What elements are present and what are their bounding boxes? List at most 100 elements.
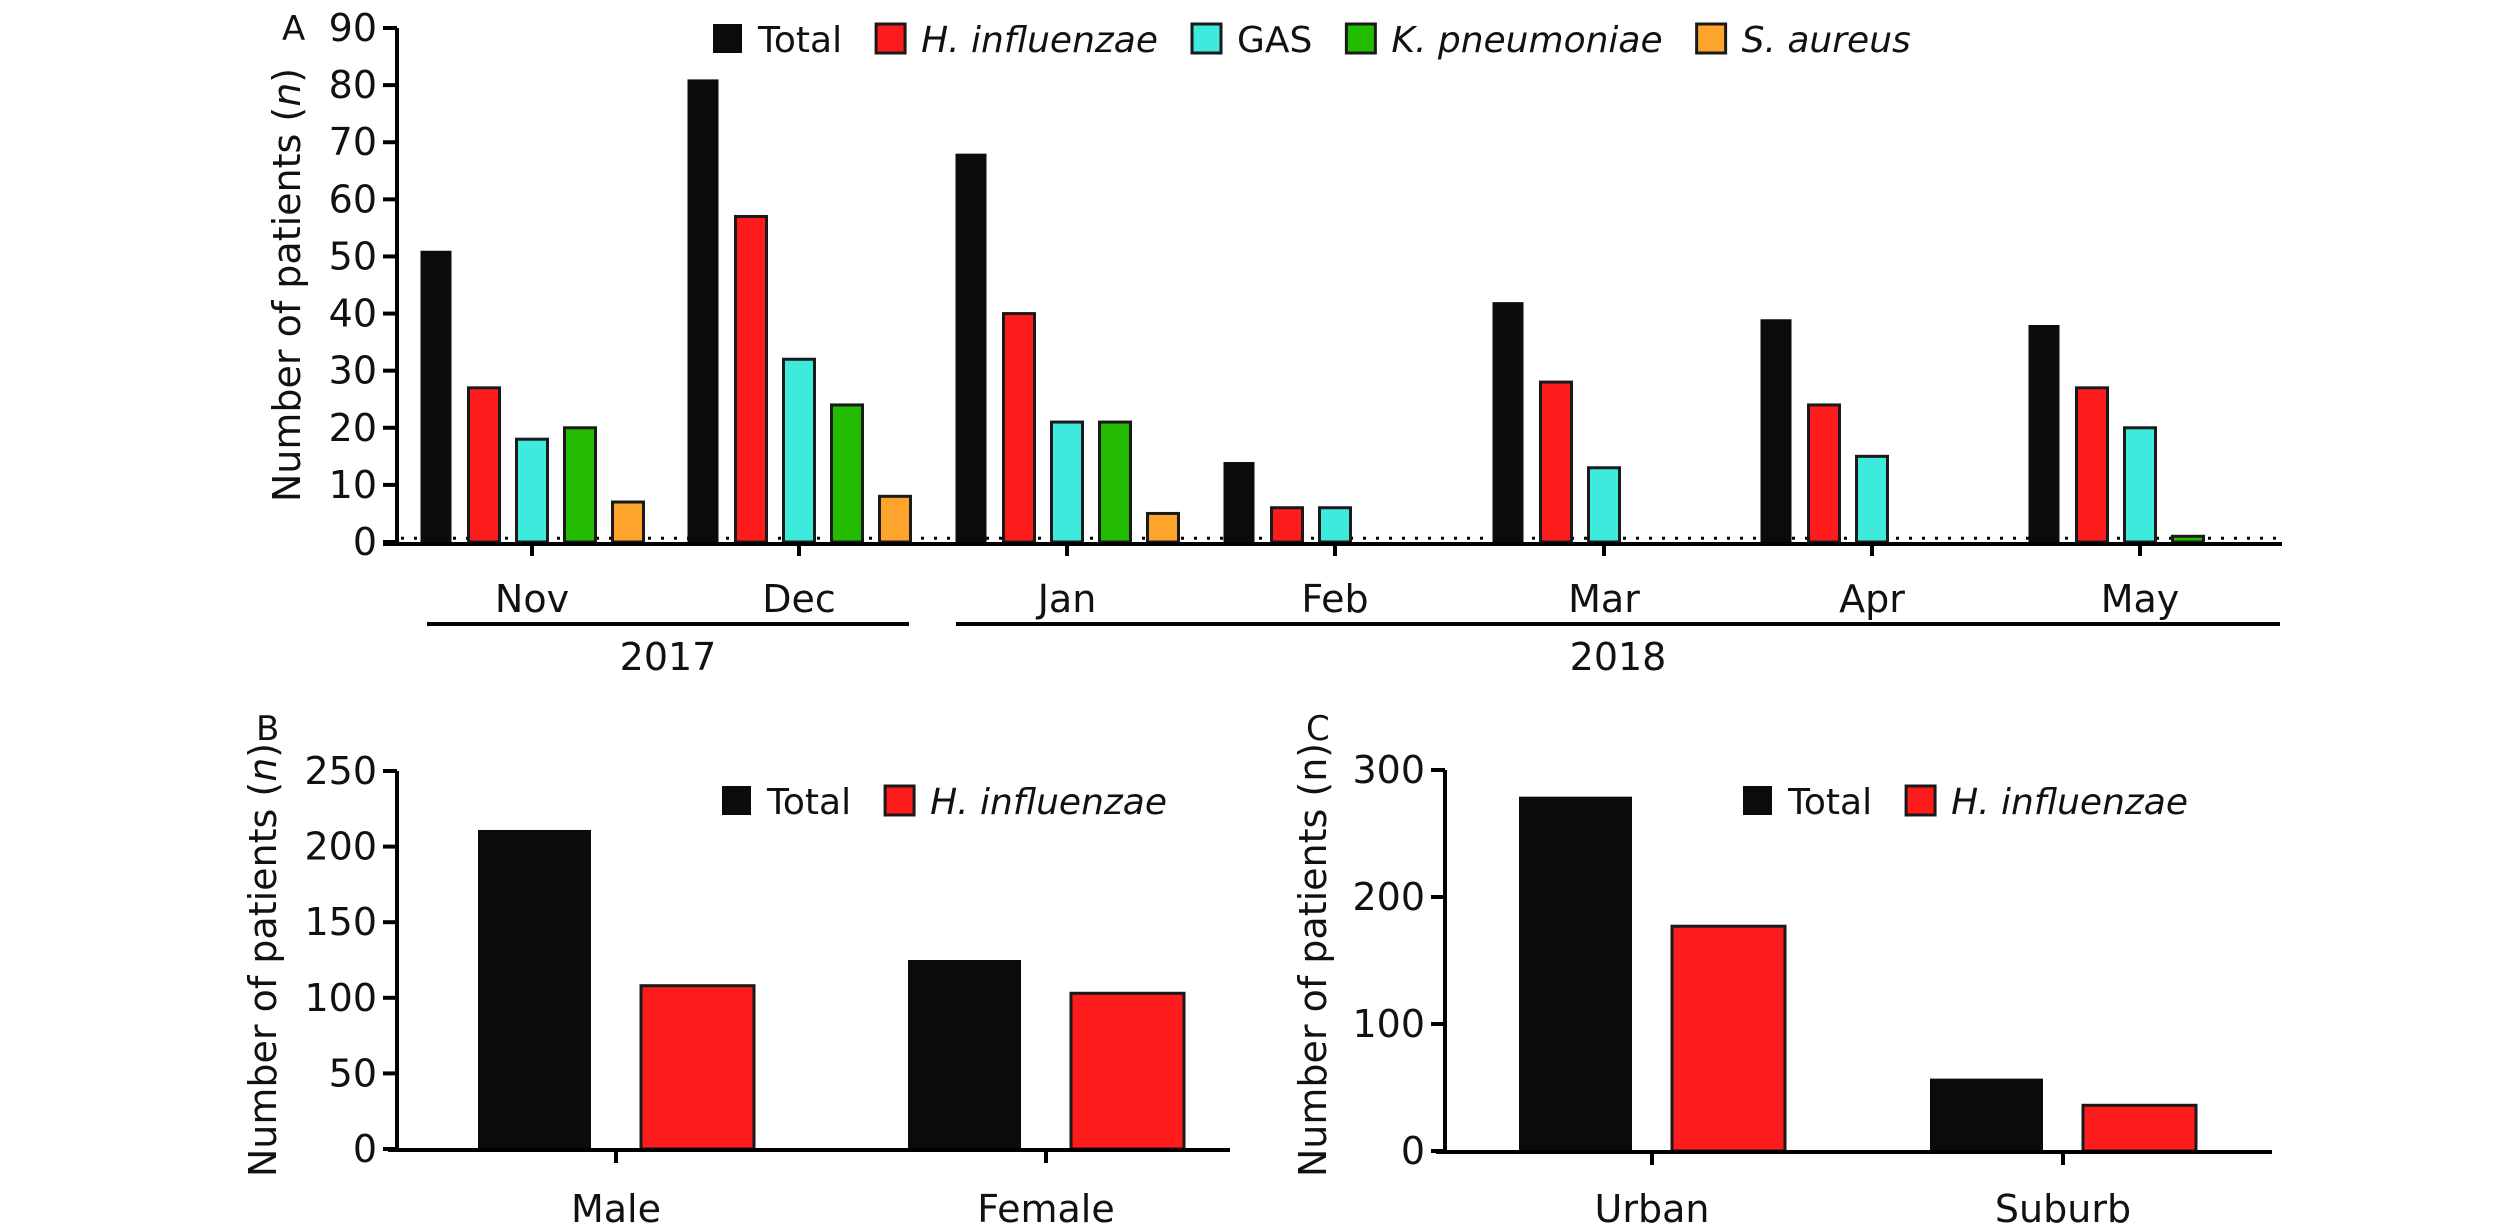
x-tick-label: Mar	[1568, 577, 1640, 621]
bar-s-aureus-nov	[611, 500, 645, 544]
legend-swatch-gas	[1190, 22, 1223, 55]
x-tick-label: Urban	[1595, 1187, 1710, 1229]
legend-label: Total	[766, 782, 851, 823]
x-tick-label: Male	[571, 1187, 661, 1229]
bar-h-influenzae-mar	[1539, 380, 1573, 544]
y-tick-label: 40	[329, 292, 377, 336]
bar-k-pneumoniae-dec	[830, 403, 864, 544]
bar-s-aureus-jan	[1146, 511, 1180, 544]
year-label: 2017	[620, 635, 717, 679]
y-tick-label: 200	[304, 825, 377, 869]
bar-total-urban	[1519, 796, 1632, 1151]
bar-gas-mar	[1587, 466, 1621, 544]
y-tick-label: 20	[329, 406, 377, 450]
x-axis-ticks: Male Female	[571, 1149, 1115, 1229]
y-axis-title: Number of patients (n)	[241, 743, 285, 1177]
legend-swatch-total	[1743, 786, 1772, 815]
bar-total-male	[478, 829, 591, 1149]
bar-total-feb	[1223, 462, 1255, 542]
bar-k-pneumoniae-nov	[563, 426, 597, 544]
x-tick-label: Suburb	[1995, 1187, 2131, 1229]
y-tick-label: 250	[304, 749, 377, 793]
y-tick-label: 30	[329, 349, 377, 393]
y-axis-title: Number of patients (n)	[265, 68, 309, 502]
x-axis-ticks: Nov Dec Jan Feb Mar Apr May	[495, 542, 2179, 621]
legend-swatch-k-pneumoniae	[1344, 22, 1377, 55]
legend-label: H. influenzae	[921, 20, 1158, 61]
legend-label: K. pneumoniae	[1391, 20, 1662, 61]
bar-h-influenzae-dec	[734, 214, 768, 544]
legend-swatch-h-influenzae	[883, 784, 916, 817]
x-tick-label: Apr	[1839, 577, 1905, 621]
y-tick-label: 100	[304, 976, 377, 1020]
y-tick-label: 200	[1352, 875, 1425, 919]
panel-label-b: B	[256, 709, 279, 749]
y-tick-label: 0	[353, 1127, 377, 1171]
year-label: 2018	[1570, 635, 1667, 679]
legend: Total H. influenzae	[1743, 782, 2188, 823]
bar-gas-feb	[1318, 506, 1352, 544]
legend-swatch-total	[722, 786, 751, 815]
bar-h-influenzae-feb	[1270, 506, 1304, 544]
legend-swatch-s-aureus	[1695, 22, 1728, 55]
bar-s-aureus-dec	[878, 494, 912, 544]
y-axis-title-part: Number of patients (	[241, 782, 285, 1177]
bars	[1519, 796, 2198, 1153]
y-tick-label: 90	[329, 6, 377, 50]
legend: Total H. influenzae GAS K. pneumoniae S. aur…	[713, 20, 1911, 61]
y-tick-label: 10	[329, 463, 377, 507]
bar-gas-jan	[1050, 420, 1084, 544]
bar-total-suburb	[1930, 1078, 2043, 1151]
x-tick-label: Jan	[1036, 577, 1097, 621]
y-tick-label: 150	[304, 900, 377, 944]
panel-label-a: A	[282, 9, 305, 49]
x-tick-label: Dec	[762, 577, 836, 621]
bar-total-mar	[1492, 302, 1524, 542]
y-tick-label: 70	[329, 120, 377, 164]
y-axis-title: Number of patients (n)	[1291, 743, 1335, 1177]
panel-a: A 0 10 20 30 40 50 60 70 80 90 Number of patients…	[265, 6, 2282, 679]
y-axis-title-part: Number of patients (	[265, 107, 309, 502]
legend-label: Total	[757, 20, 842, 61]
y-tick-label: 0	[353, 520, 377, 564]
bar-gas-may	[2123, 426, 2157, 544]
legend-label: S. aureus	[1742, 20, 1911, 61]
legend-label: Total	[1787, 782, 1872, 823]
y-tick-label: 50	[329, 234, 377, 278]
bar-gas-nov	[515, 437, 549, 544]
y-tick-label: 0	[1401, 1129, 1425, 1173]
x-axis-ticks: Urban Suburb	[1595, 1151, 2131, 1229]
y-tick-label: 300	[1352, 748, 1425, 792]
bar-total-female	[908, 960, 1021, 1149]
panel-b: B 0 50 100 150 200 250 Number of patients (n)…	[241, 709, 1230, 1229]
bar-total-dec	[687, 79, 719, 543]
bar-h-influenzae-male	[639, 984, 756, 1151]
legend-swatch-total	[713, 24, 742, 53]
legend-label: H. influenzae	[1951, 782, 2188, 823]
bar-total-may	[2028, 324, 2060, 542]
bar-h-influenzae-may	[2075, 386, 2109, 544]
y-tick-label: 50	[329, 1051, 377, 1095]
y-axis-title-part: Number of patients (n)	[1291, 743, 1335, 1177]
panel-label-c: C	[1306, 709, 1330, 749]
y-axis-title-n: n	[241, 758, 285, 782]
bar-h-influenzae-suburb	[2081, 1103, 2198, 1153]
bar-h-influenzae-apr	[1807, 403, 1841, 544]
y-axis-title-n: n	[265, 83, 309, 107]
legend-swatch-h-influenzae	[874, 22, 907, 55]
legend-label: H. influenzae	[930, 782, 1167, 823]
bar-h-influenzae-urban	[1670, 924, 1787, 1153]
bar-k-pneumoniae-may	[2171, 534, 2205, 544]
bar-h-influenzae-jan	[1002, 312, 1036, 544]
y-axis-title-part: )	[265, 68, 309, 83]
x-tick-label: May	[2101, 577, 2180, 621]
bar-k-pneumoniae-jan	[1098, 420, 1132, 544]
legend: Total H. influenzae	[722, 782, 1167, 823]
x-tick-label: Feb	[1301, 577, 1368, 621]
y-axis-ticks: 0 100 200 300	[1352, 748, 1445, 1173]
y-tick-label: 80	[329, 63, 377, 107]
year-groups: 2017 2018	[427, 622, 2280, 679]
bar-h-influenzae-nov	[467, 386, 501, 544]
legend-swatch-h-influenzae	[1904, 784, 1937, 817]
